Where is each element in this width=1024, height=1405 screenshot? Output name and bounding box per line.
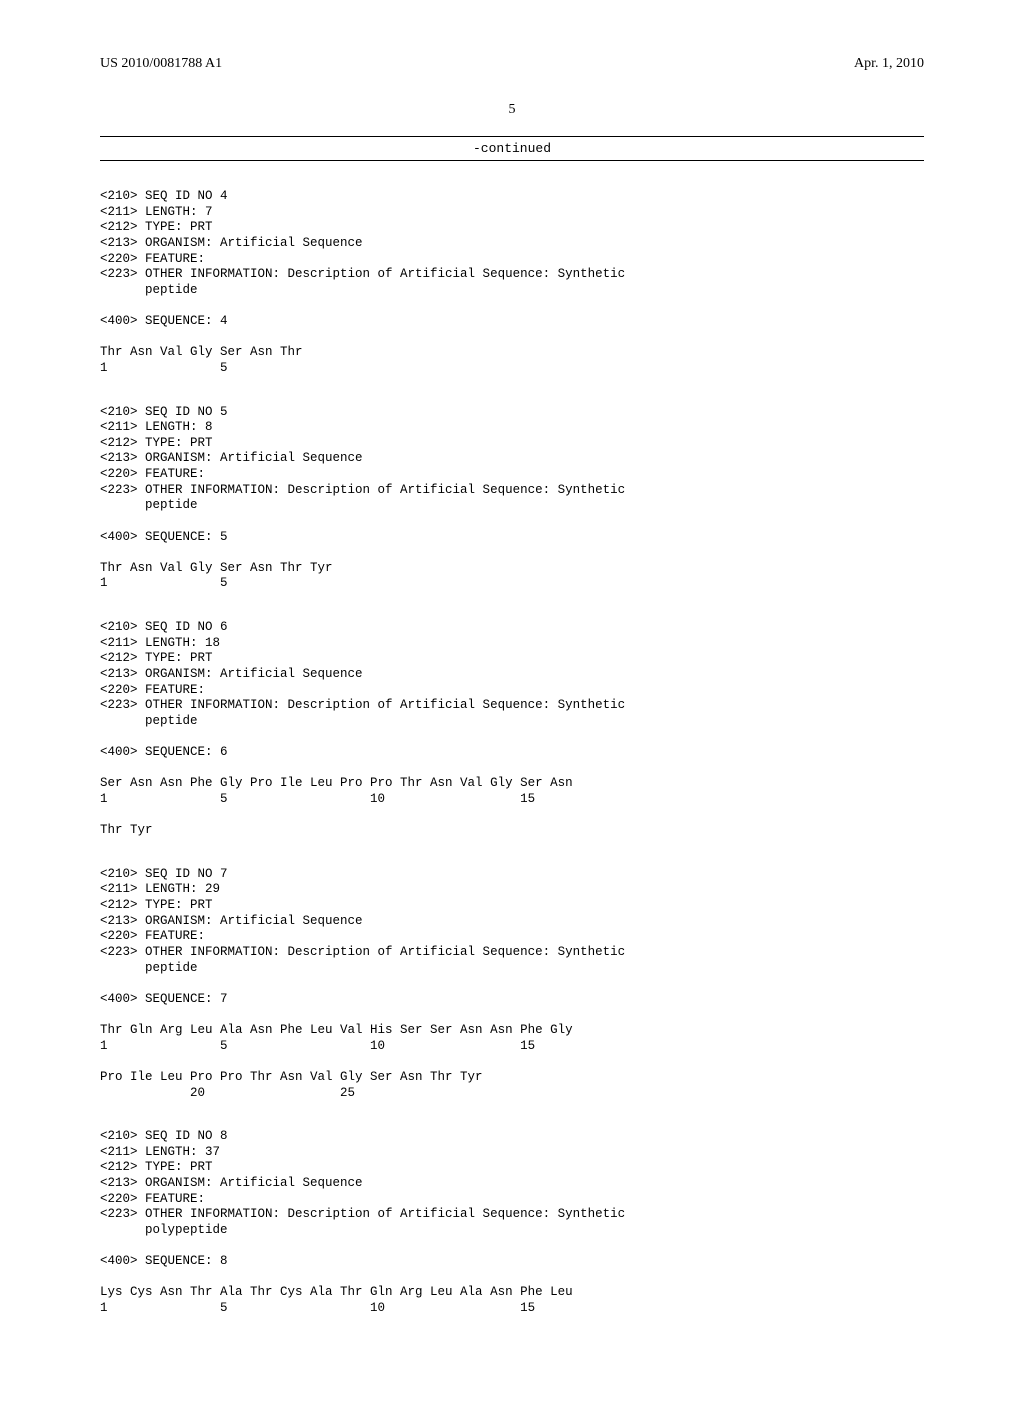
sequence-block: <210> SEQ ID NO 5 <211> LENGTH: 8 <212> … bbox=[100, 405, 924, 593]
sequence-block: <210> SEQ ID NO 7 <211> LENGTH: 29 <212>… bbox=[100, 867, 924, 1101]
continued-label: -continued bbox=[100, 141, 924, 156]
sequence-block: <210> SEQ ID NO 8 <211> LENGTH: 37 <212>… bbox=[100, 1129, 924, 1317]
continued-rule: -continued bbox=[100, 136, 924, 161]
page-container: US 2010/0081788 A1 Apr. 1, 2010 5 -conti… bbox=[0, 0, 1024, 1405]
sequence-block: <210> SEQ ID NO 4 <211> LENGTH: 7 <212> … bbox=[100, 189, 924, 377]
publication-date: Apr. 1, 2010 bbox=[854, 56, 924, 72]
sequence-block: <210> SEQ ID NO 6 <211> LENGTH: 18 <212>… bbox=[100, 620, 924, 839]
publication-number: US 2010/0081788 A1 bbox=[100, 56, 222, 72]
page-header: US 2010/0081788 A1 Apr. 1, 2010 bbox=[100, 56, 924, 72]
sequence-listing: <210> SEQ ID NO 4 <211> LENGTH: 7 <212> … bbox=[100, 189, 924, 1317]
page-number: 5 bbox=[100, 102, 924, 118]
